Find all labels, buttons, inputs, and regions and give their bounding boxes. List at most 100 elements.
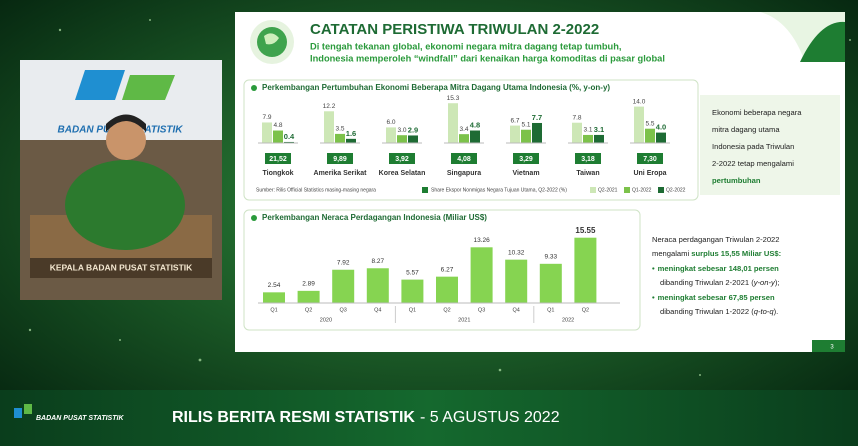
value-label: 6.0 bbox=[386, 119, 395, 126]
trade-chart-title: Perkembangan Neraca Perdagangan Indonesi… bbox=[262, 213, 487, 222]
footer-title: RILIS BERITA RESMI STATISTIK - 5 AGUSTUS … bbox=[172, 409, 560, 426]
growth-note: Indonesia pada Triwulan bbox=[712, 142, 794, 151]
bar bbox=[505, 259, 528, 303]
bar bbox=[397, 135, 407, 143]
value-label: 3.4 bbox=[459, 126, 468, 133]
bar bbox=[645, 128, 655, 143]
footer-logo bbox=[14, 408, 22, 418]
bar bbox=[366, 268, 389, 303]
category-label: Taiwan bbox=[576, 170, 599, 177]
value-label: 2.9 bbox=[408, 125, 418, 134]
value-label: 7.9 bbox=[262, 114, 271, 121]
growth-note: Ekonomi beberapa negara bbox=[712, 108, 802, 117]
category-label: Q4 bbox=[513, 307, 520, 313]
category-label: Uni Eropa bbox=[633, 170, 666, 177]
share-label: 3,29 bbox=[519, 156, 533, 163]
source: Sumber: Rilis Official Statistics masing… bbox=[256, 187, 376, 193]
page-number: 3 bbox=[830, 345, 834, 351]
legend-swatch bbox=[658, 187, 664, 193]
share-box bbox=[265, 153, 291, 164]
value-label: 6.27 bbox=[441, 266, 454, 273]
globe-land bbox=[264, 33, 279, 45]
bar bbox=[594, 134, 604, 143]
value-label: 7.7 bbox=[532, 113, 542, 122]
category-label: Singapura bbox=[447, 170, 481, 177]
category-label: Q1 bbox=[409, 307, 416, 313]
header-leaf bbox=[800, 21, 845, 62]
value-label: 15.55 bbox=[575, 226, 596, 235]
logo-shape bbox=[75, 70, 125, 100]
bullet bbox=[251, 215, 257, 221]
category-label: Korea Selatan bbox=[379, 170, 426, 177]
bar bbox=[574, 237, 597, 303]
category-label: Q2 bbox=[582, 307, 589, 313]
value-label: 5.57 bbox=[406, 269, 419, 276]
bar bbox=[284, 141, 294, 143]
category-label: Q1 bbox=[270, 307, 277, 313]
logo-shape bbox=[122, 75, 175, 100]
value-label: 4.0 bbox=[656, 123, 666, 132]
video-caption: KEPALA BADAN PUSAT STATISTIK bbox=[50, 262, 193, 272]
value-label: 2.54 bbox=[268, 282, 281, 289]
bar bbox=[521, 129, 531, 143]
bar bbox=[459, 134, 469, 143]
value-label: 5.1 bbox=[521, 121, 530, 128]
person-body bbox=[65, 160, 185, 250]
bar bbox=[510, 125, 520, 143]
video-feed: BADAN PUSAT STATISTIK KEPALA BADAN PUSAT… bbox=[20, 60, 222, 300]
value-label: 13.26 bbox=[473, 237, 490, 244]
header-band bbox=[235, 12, 845, 62]
value-label: 2.89 bbox=[302, 281, 315, 288]
category-label: Amerika Serikat bbox=[314, 170, 368, 177]
trade-note: dibanding Triwulan 1-2022 (q-to-q). bbox=[660, 307, 778, 316]
share-label: 7,30 bbox=[643, 156, 657, 163]
share-box bbox=[389, 153, 415, 164]
bar bbox=[448, 103, 458, 143]
trade-note: • meningkat sebesar 67,85 persen bbox=[652, 293, 775, 302]
bar bbox=[583, 134, 593, 143]
bar bbox=[532, 122, 542, 143]
year-label: 2021 bbox=[458, 317, 470, 323]
page-number-box bbox=[812, 340, 845, 352]
share-box bbox=[451, 153, 477, 164]
bar bbox=[401, 279, 424, 303]
bar bbox=[332, 269, 355, 303]
share-label: 4,08 bbox=[457, 156, 471, 163]
value-label: 12.2 bbox=[323, 103, 336, 110]
trade-note: dibanding Triwulan 2-2021 (y-on-y); bbox=[660, 278, 779, 287]
growth-chart-box bbox=[243, 79, 699, 201]
bar bbox=[335, 133, 345, 143]
trade-note: • meningkat sebesar 148,01 persen bbox=[652, 264, 779, 273]
value-label: 4.8 bbox=[273, 122, 282, 129]
bar bbox=[470, 130, 480, 143]
trade-note: Neraca perdagangan Triwulan 2-2022 bbox=[652, 235, 780, 244]
legend-label: Q1-2022 bbox=[632, 187, 652, 193]
category-label: Q2 bbox=[443, 307, 450, 313]
value-label: 14.0 bbox=[633, 98, 646, 105]
category-label: Q3 bbox=[478, 307, 485, 313]
legend-swatch bbox=[590, 187, 596, 193]
legend-label: Q2-2022 bbox=[666, 187, 686, 193]
bar bbox=[539, 263, 562, 303]
value-label: 7.92 bbox=[337, 259, 350, 266]
share-label: 3,92 bbox=[395, 156, 409, 163]
category-label: Vietnam bbox=[512, 170, 539, 177]
slide-subtitle: Indonesia memperoleh “windfall” dari ken… bbox=[310, 53, 665, 63]
value-label: 3.1 bbox=[594, 125, 604, 134]
growth-chart-title: Perkembangan Pertumbuhan Ekonomi Beberap… bbox=[262, 83, 610, 92]
bar bbox=[297, 290, 320, 303]
bar bbox=[634, 106, 644, 143]
legend-label: Share Ekspor Nonmigas Negara Tujuan Utam… bbox=[431, 187, 567, 193]
value-label: 9.33 bbox=[544, 254, 557, 261]
trade-note: mengalami surplus 15,55 Miliar US$: bbox=[652, 249, 781, 258]
bar bbox=[263, 292, 285, 303]
value-label: 10.32 bbox=[508, 249, 525, 256]
share-box bbox=[575, 153, 601, 164]
category-label: Q2 bbox=[305, 307, 312, 313]
legend-swatch bbox=[624, 187, 630, 193]
bar bbox=[656, 132, 666, 143]
slide-subtitle: Di tengah tekanan global, ekonomi negara… bbox=[310, 41, 622, 51]
value-label: 8.27 bbox=[371, 258, 384, 265]
